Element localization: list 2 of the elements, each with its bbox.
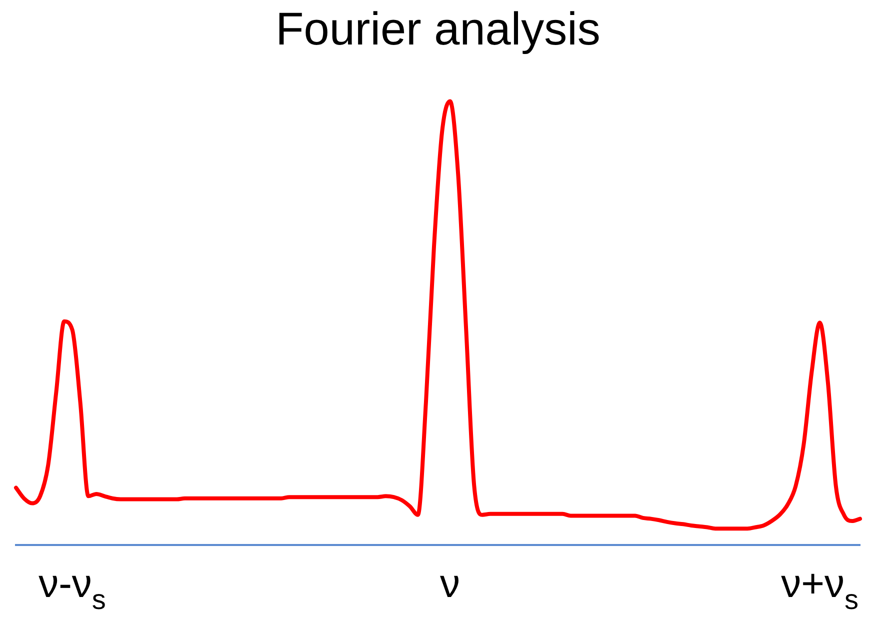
chart-title: Fourier analysis bbox=[276, 2, 600, 54]
x-tick-label: ν bbox=[440, 562, 460, 606]
